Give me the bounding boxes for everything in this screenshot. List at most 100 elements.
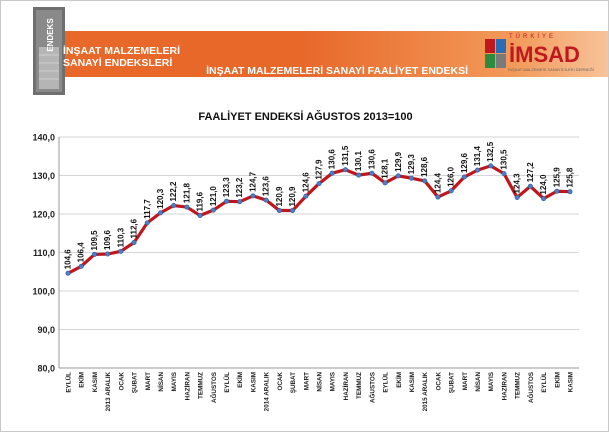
data-point (303, 193, 309, 199)
x-tick-label: MAYIS (488, 372, 495, 391)
data-label: 123,3 (222, 177, 231, 198)
y-tick-label: 90,0 (37, 325, 55, 335)
x-tick-label: EKİM (395, 372, 403, 388)
data-point (382, 180, 388, 186)
data-label: 109,5 (90, 230, 99, 251)
data-label: 127,2 (526, 162, 535, 183)
y-axis: 80,0 90,0 100,0 110,0 120,0 130,0 140,0 (32, 133, 579, 374)
data-label: 130,1 (354, 151, 363, 172)
data-label: 130,6 (367, 149, 376, 170)
data-point (276, 208, 282, 214)
data-point (131, 239, 137, 245)
x-tick-label: ŞUBAT (132, 372, 139, 393)
data-label: 120,9 (275, 186, 284, 207)
imsad-country: TÜRKİYE (509, 34, 557, 40)
data-point (144, 220, 150, 226)
data-point (316, 181, 322, 187)
y-tick-label: 80,0 (37, 364, 55, 374)
data-label: 121,8 (182, 182, 191, 203)
data-label: 117,7 (143, 199, 152, 219)
data-point (171, 203, 177, 209)
x-tick-label: HAZİRAN (500, 372, 508, 401)
data-label: 127,9 (315, 159, 324, 180)
data-label: 122,2 (169, 181, 178, 202)
y-tick-label: 140,0 (32, 133, 55, 143)
data-label: 120,9 (288, 186, 297, 207)
x-tick-label: 2014 ARALIK (264, 372, 271, 412)
imsad-mark-icon (485, 39, 506, 68)
x-tick-label: MAYIS (330, 372, 337, 391)
brand-title-line2: SANAYİ ENDEKSLERİ (63, 57, 173, 69)
data-point (395, 173, 401, 179)
data-point (91, 251, 97, 257)
x-tick-label: EYLÜL (539, 372, 548, 393)
data-point (541, 196, 547, 202)
data-label: 119,6 (196, 191, 205, 211)
data-point (435, 194, 441, 200)
data-label: 109,6 (103, 229, 112, 250)
data-point (501, 171, 507, 177)
data-point (118, 248, 124, 254)
data-point (78, 263, 84, 269)
data-point (342, 167, 348, 173)
x-tick-label: KASIM (250, 372, 257, 392)
x-tick-label: EYLÜL (222, 372, 231, 393)
data-point (105, 251, 111, 257)
header: ENDEKS İNŞAAT MALZEMELERİ SANAYİ ENDEKSL… (1, 1, 608, 95)
data-label: 124,0 (539, 174, 548, 195)
x-tick-label: NİSAN (316, 372, 324, 392)
data-labels: 104,6 106,4 109,5 109,6 110,3 112,6 117,7 120,3… (64, 141, 575, 269)
data-label: 106,4 (77, 242, 86, 263)
data-label: 131,4 (473, 146, 482, 167)
data-label: 112,6 (130, 218, 139, 238)
x-tick-label: AĞUSTOS (209, 372, 218, 403)
data-label: 124,6 (301, 172, 310, 193)
data-point (488, 163, 494, 169)
x-axis: EYLÜL EKİM KASIM 2013 ARALIK OCAK ŞUBAT MART Nİ… (64, 372, 575, 412)
y-tick-label: 110,0 (33, 248, 55, 258)
data-label: 124,4 (433, 172, 442, 193)
x-tick-label: OCAK (118, 372, 125, 391)
data-point (210, 207, 216, 213)
data-label: 120,3 (156, 188, 165, 209)
x-tick-label: TEMMUZ (356, 372, 363, 399)
data-label: 126,0 (447, 166, 456, 187)
data-point (65, 270, 71, 276)
data-point (422, 178, 428, 184)
x-tick-label: TEMMUZ (515, 372, 522, 399)
chart-title: FAALİYET ENDEKSİ AĞUSTOS 2013=100 (198, 111, 413, 123)
data-label: 129,6 (460, 152, 469, 173)
data-label: 128,6 (420, 156, 429, 177)
brand-title: İNŞAAT MALZEMELERİ SANAYİ ENDEKSLERİ (63, 45, 180, 69)
data-point (157, 210, 163, 216)
x-tick-label: MAYIS (171, 372, 178, 391)
imsad-logo: TÜRKİYE İMSAD İNŞAAT MALZEMESİ SANAYİCİL… (485, 34, 594, 82)
data-label: 124,7 (248, 171, 257, 192)
x-tick-label: ŞUBAT (290, 372, 297, 393)
x-tick-label: HAZİRAN (342, 372, 350, 401)
x-tick-label: EKİM (553, 372, 561, 388)
x-tick-label: OCAK (435, 372, 442, 391)
x-tick-label: MART (303, 372, 310, 390)
data-point (514, 194, 520, 200)
x-tick-label: EYLÜL (381, 372, 390, 393)
data-label: 123,2 (235, 177, 244, 198)
band-title: İNŞAAT MALZEMELERİ SANAYİ FAALİYET ENDEK… (206, 65, 468, 77)
x-tick-label: AĞUSTOS (367, 372, 376, 403)
imsad-description: İNŞAAT MALZEMESİ SANAYİCİLERİ DERNEĞİ (508, 67, 595, 72)
data-point (329, 170, 335, 176)
x-tick-label: AĞUSTOS (526, 372, 535, 403)
y-tick-label: 100,0 (32, 287, 55, 297)
data-label: 104,6 (64, 249, 73, 270)
x-tick-label: NİSAN (157, 372, 165, 392)
data-label: 124,3 (513, 173, 522, 194)
x-tick-label: KASIM (92, 372, 99, 392)
x-tick-label: EYLÜL (64, 372, 73, 393)
x-tick-label: EKİM (236, 372, 244, 388)
data-point (290, 208, 296, 214)
data-label: 129,3 (407, 154, 416, 175)
data-label: 125,8 (566, 167, 575, 188)
x-tick-label: 2013 ARALIK (105, 372, 112, 412)
